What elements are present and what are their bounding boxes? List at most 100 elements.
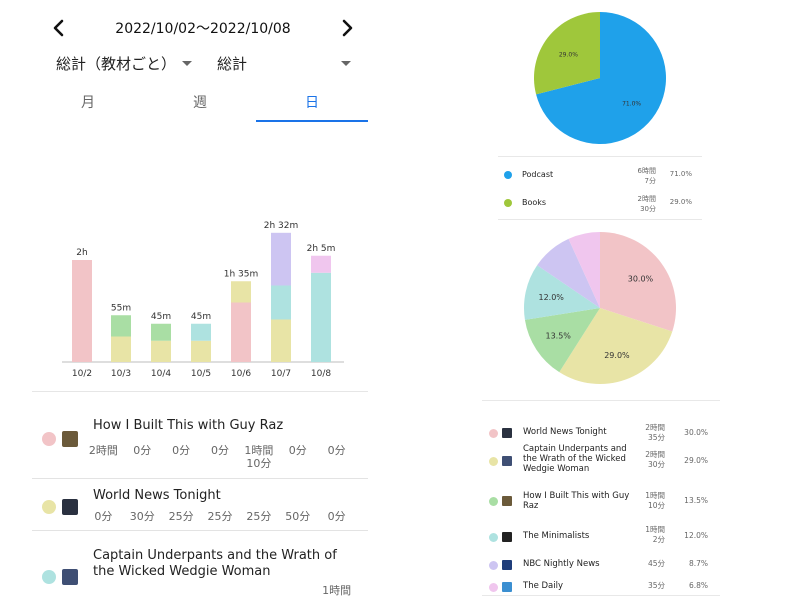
item-title: World News Tonight	[93, 488, 221, 503]
type-legend-row[interactable]: Podcast 6時間 7分 71.0%	[498, 161, 702, 189]
title-pie-slice	[524, 308, 600, 373]
day-value: 0分	[133, 444, 152, 457]
day-value	[278, 584, 317, 597]
period-tabs: 月 週 日	[32, 88, 368, 122]
type-legend: Podcast 6時間 7分 71.0% Books 2時間 30分 29.0%	[498, 156, 702, 220]
daily-list-item[interactable]: Captain Underpants and the Wrath of the …	[32, 530, 368, 600]
day-value: 50分	[285, 510, 311, 523]
title-duration: 2時間 30分	[645, 450, 665, 469]
x-tick-label: 10/3	[111, 369, 131, 379]
color-dot	[489, 457, 498, 466]
x-tick-label: 10/7	[271, 369, 291, 379]
pie-slice-label: 71.0%	[622, 101, 641, 108]
color-dot	[42, 500, 56, 514]
category-dropdown-value: 総計（教材ごと）	[56, 54, 177, 73]
title-list-item[interactable]: World News Tonight 2時間 35分 30.0%	[482, 411, 720, 442]
cover-thumbnail	[502, 496, 512, 506]
title-percent: 8.7%	[688, 559, 708, 568]
legend-duration: 2時間 30分	[637, 195, 656, 213]
chevron-right-icon[interactable]	[334, 14, 360, 42]
cover-thumbnail	[62, 569, 78, 585]
row-divider	[32, 530, 368, 531]
bar-segment	[151, 340, 171, 362]
chevron-left-icon[interactable]	[46, 14, 72, 42]
title-list-item[interactable]: The Daily 35分 6.8%	[482, 573, 720, 599]
dropdown-arrow-icon	[182, 60, 192, 66]
day-value	[239, 584, 278, 597]
legend-color-dot	[504, 199, 512, 207]
color-dot	[42, 570, 56, 584]
bar-segment	[72, 260, 92, 362]
title-duration: 35分	[647, 581, 665, 590]
day-value: 30分	[129, 510, 155, 523]
title-list-item[interactable]: How I Built This with Guy Raz 1時間 10分 13.5…	[482, 487, 720, 513]
cover-thumbnail	[502, 582, 512, 592]
distribution-panel: 71.0% 29.0% Podcast 6時間 7分 71.0% Books 2時間 30…	[400, 0, 800, 600]
bar-segment	[191, 323, 211, 341]
type-pie-chart: 71.0% 29.0%	[534, 12, 666, 144]
legend-name: Podcast	[522, 170, 554, 179]
day-value: 1時間	[322, 584, 352, 597]
bar-chart-canvas: 2h 10/2 55m 10/3 45m 10/4 45m 10/5 1h 35m 10/6 2h …	[62, 221, 344, 379]
color-dot	[489, 429, 498, 438]
title-list-item[interactable]: The Minimalists 1時間 2分 12.0%	[482, 521, 720, 547]
day-value: 0分	[327, 510, 346, 523]
title-name: NBC Nightly News	[523, 559, 600, 569]
legend-color-dot	[504, 171, 512, 179]
type-pie-slice	[534, 12, 600, 95]
dropdown-arrow-icon	[341, 60, 351, 66]
legend-percent: 29.0%	[669, 198, 692, 206]
type-pie-slice	[536, 12, 666, 144]
title-percent: 12.0%	[684, 531, 708, 540]
day-value: 25分	[168, 510, 194, 523]
pie-slice-label: 30.0%	[628, 275, 654, 284]
tab-day[interactable]: 日	[256, 88, 368, 122]
daily-values: 0分 30分 25分 25分 25分 50分 0分	[84, 510, 356, 523]
type-legend-row[interactable]: Books 2時間 30分 29.0%	[498, 189, 702, 217]
day-value	[162, 584, 201, 597]
cover-thumbnail	[502, 456, 512, 466]
scope-dropdown[interactable]: 総計	[217, 52, 351, 74]
title-duration: 1時間 2分	[645, 525, 665, 544]
cover-thumbnail	[62, 499, 78, 515]
cover-thumbnail	[502, 428, 512, 438]
title-pie-slice	[524, 265, 600, 320]
bar-total-label: 2h	[76, 248, 87, 258]
pie-slice-label: 13.5%	[545, 331, 571, 340]
category-dropdown[interactable]: 総計（教材ごと）	[56, 52, 192, 74]
legend-duration: 6時間 7分	[637, 167, 656, 185]
daily-list-item[interactable]: How I Built This with Guy Raz 2時間 0分 0分 0分 1時…	[32, 400, 368, 478]
bar-segment	[151, 323, 171, 341]
day-value: 0分	[172, 444, 191, 457]
daily-values: 2時間 0分 0分 0分 1時間 10分 0分 0分	[84, 444, 356, 470]
title-pie-slice	[600, 232, 676, 332]
tab-month[interactable]: 月	[81, 95, 95, 111]
color-dot	[489, 497, 498, 506]
scope-dropdown-value: 総計	[217, 54, 248, 73]
day-value	[201, 584, 240, 597]
cover-thumbnail	[502, 560, 512, 570]
x-tick-label: 10/4	[151, 369, 171, 379]
title-share-list: World News Tonight 2時間 35分 30.0% Captain Un…	[482, 400, 720, 596]
bar-segment	[271, 319, 291, 362]
title-name: World News Tonight	[523, 427, 607, 437]
title-list-item[interactable]: NBC Nightly News 45分 8.7%	[482, 551, 720, 577]
tab-week[interactable]: 週	[193, 95, 207, 111]
pie-slice-label: 29.0%	[559, 51, 578, 58]
day-value: 2時間	[88, 444, 118, 457]
row-divider	[32, 478, 368, 479]
daily-list-item[interactable]: World News Tonight 0分 30分 25分 25分 25分 50分 0分	[32, 478, 368, 530]
x-tick-label: 10/8	[311, 369, 331, 379]
pie-slice-label: 12.0%	[538, 293, 564, 302]
bar-segment	[111, 315, 131, 337]
title-list-item[interactable]: Captain Underpants and the Wrath of the …	[482, 441, 720, 474]
title-duration: 1時間 10分	[645, 491, 665, 510]
bar-segment	[271, 232, 291, 286]
bar-segment	[231, 302, 251, 362]
day-value	[123, 584, 162, 597]
bar-segment	[231, 281, 251, 303]
x-tick-label: 10/5	[191, 369, 211, 379]
cover-thumbnail	[62, 431, 78, 447]
title-name: Captain Underpants and the Wrath of the …	[523, 444, 627, 474]
title-percent: 29.0%	[684, 456, 708, 465]
